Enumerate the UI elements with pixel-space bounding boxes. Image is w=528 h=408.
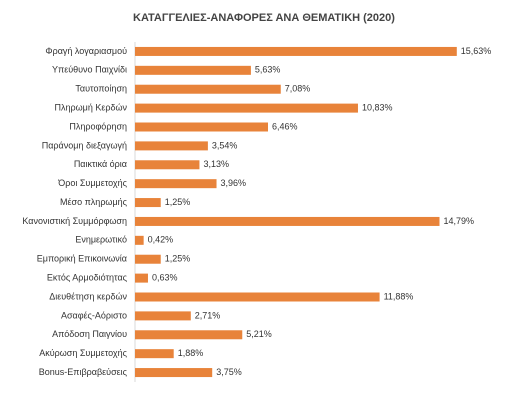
value-label: 5,63%	[255, 65, 281, 75]
category-label: Bonus-Επιβραβεύσεις	[39, 367, 128, 377]
bar	[135, 368, 213, 378]
category-label: Απόδοση Παιγνίου	[52, 329, 127, 339]
value-label: 15,63%	[461, 46, 492, 56]
value-label: 3,13%	[203, 159, 229, 169]
bar	[135, 65, 251, 75]
category-label: Παράνομη διεξαγωγή	[42, 140, 127, 150]
category-label: Εμπορική Επικοινωνία	[37, 254, 127, 264]
value-label: 5,21%	[246, 329, 272, 339]
value-label: 1,25%	[165, 254, 191, 264]
bar	[135, 160, 200, 170]
bar	[135, 292, 380, 302]
category-label: Φραγή λογαριασμού	[45, 46, 127, 56]
value-label: 0,42%	[148, 235, 174, 245]
category-label: Διευθέτηση κερδών	[49, 291, 127, 301]
bar	[135, 179, 217, 189]
category-label: Εκτός Αρμοδιότητας	[47, 272, 128, 282]
value-label: 1,25%	[165, 197, 191, 207]
bar	[135, 141, 208, 151]
value-label: 7,08%	[285, 84, 311, 94]
bar	[135, 198, 161, 208]
category-label: Κανονιστική Συμμόρφωση	[22, 216, 127, 226]
category-label: Ασαφές-Αόριστο	[61, 310, 127, 320]
bar	[135, 122, 268, 132]
category-label: Υπεύθυνο Παιχνίδι	[52, 65, 127, 75]
category-label: Πληροφόρηση	[69, 121, 127, 131]
category-label: Όροι Συμμετοχής	[57, 178, 127, 188]
category-label: Πληρωμή Κερδών	[54, 102, 127, 112]
category-label: Ακύρωση Συμμετοχής	[39, 348, 127, 358]
bar	[135, 103, 358, 113]
chart-title: ΚΑΤΑΓΓΕΛΙΕΣ-ΑΝΑΦΟΡΕΣ ΑΝΑ ΘΕΜΑΤΙΚΗ (2020)	[133, 12, 395, 24]
bar	[135, 216, 440, 226]
bar	[135, 330, 243, 340]
value-label: 0,63%	[152, 272, 178, 282]
category-label: Ενημερωτικό	[75, 235, 127, 245]
bar	[135, 273, 148, 283]
bar	[135, 311, 191, 321]
bar	[135, 349, 174, 359]
bar	[135, 84, 281, 94]
category-label: Ταυτοποίηση	[75, 84, 127, 94]
value-label: 2,71%	[195, 310, 221, 320]
value-label: 1,88%	[178, 348, 204, 358]
bar	[135, 46, 457, 56]
value-label: 3,54%	[212, 140, 238, 150]
value-label: 10,83%	[362, 102, 393, 112]
bar	[135, 235, 144, 245]
value-label: 3,75%	[216, 367, 242, 377]
value-label: 14,79%	[444, 216, 475, 226]
category-label: Μέσο πληρωμής	[60, 197, 128, 207]
category-label: Παικτικά όρια	[74, 159, 127, 169]
value-label: 6,46%	[272, 121, 298, 131]
bar	[135, 254, 161, 264]
value-label: 3,96%	[221, 178, 247, 188]
value-label: 11,88%	[384, 291, 414, 301]
